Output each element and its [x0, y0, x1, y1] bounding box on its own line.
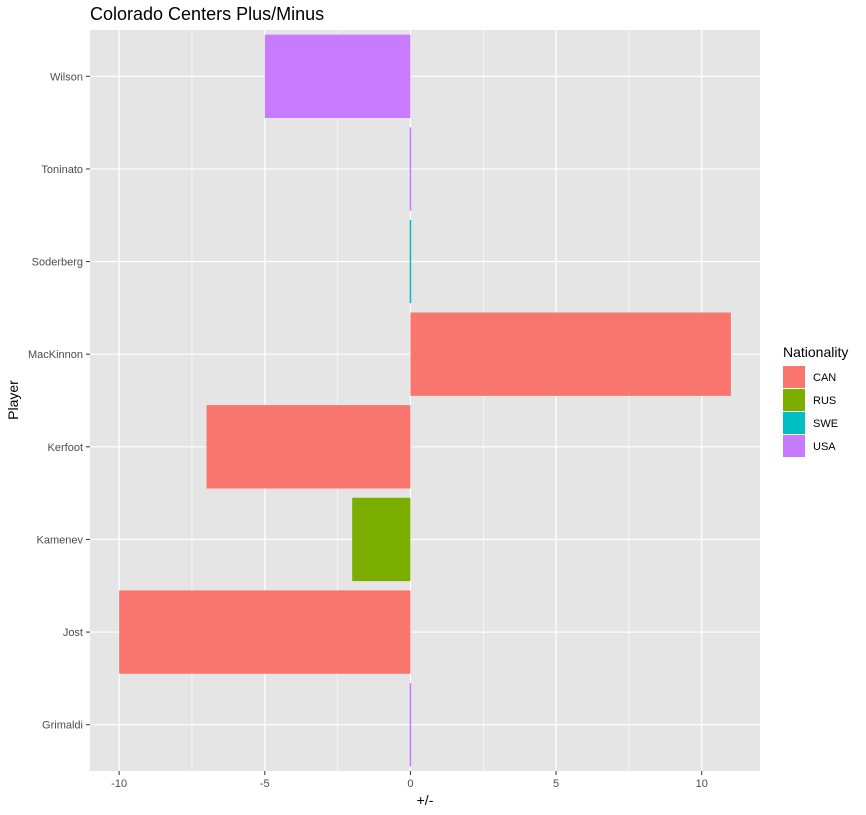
bar-jost — [119, 590, 411, 674]
x-tick-label: -5 — [260, 778, 270, 790]
legend-key-swe — [783, 412, 805, 434]
y-tick-label: Toninato — [41, 164, 83, 176]
y-tick-label: Wilson — [50, 71, 83, 83]
bar-kamenev — [352, 497, 411, 582]
bar-kerfoot — [206, 405, 411, 489]
bar-mackinnon — [410, 312, 731, 396]
legend-title: Nationality — [783, 344, 848, 360]
bar-grimaldi — [409, 683, 412, 767]
x-tick-label: -10 — [111, 778, 127, 790]
x-axis-ticks: -10 -5 0 5 10 — [111, 771, 708, 790]
legend-label-can: CAN — [813, 372, 836, 384]
legend: Nationality CAN RUS SWE USA — [783, 344, 848, 457]
y-tick-label: MacKinnon — [28, 349, 83, 361]
x-tick-label: 10 — [696, 778, 708, 790]
y-tick-label: Kamenev — [37, 534, 84, 546]
bars — [119, 34, 731, 767]
legend-key-rus — [783, 389, 805, 411]
chart-title: Colorado Centers Plus/Minus — [90, 4, 324, 24]
x-axis-title: +/- — [417, 792, 434, 808]
y-tick-label: Jost — [63, 627, 83, 639]
x-tick-label: 5 — [553, 778, 559, 790]
y-axis-ticks: Grimaldi Jost Kamenev Kerfoot MacKinnon Soder… — [28, 71, 90, 732]
bar-wilson — [264, 34, 411, 118]
legend-key-usa — [783, 435, 805, 457]
y-axis-title: Player — [5, 380, 21, 420]
legend-label-swe: SWE — [813, 418, 838, 430]
y-tick-label: Grimaldi — [42, 720, 83, 732]
legend-label-rus: RUS — [813, 395, 836, 407]
x-tick-label: 0 — [407, 778, 413, 790]
y-tick-label: Soderberg — [32, 257, 83, 269]
bar-toninato — [409, 127, 412, 211]
legend-key-can — [783, 366, 805, 388]
bar-soderberg — [409, 219, 412, 304]
y-tick-label: Kerfoot — [48, 442, 83, 454]
legend-label-usa: USA — [813, 441, 836, 453]
